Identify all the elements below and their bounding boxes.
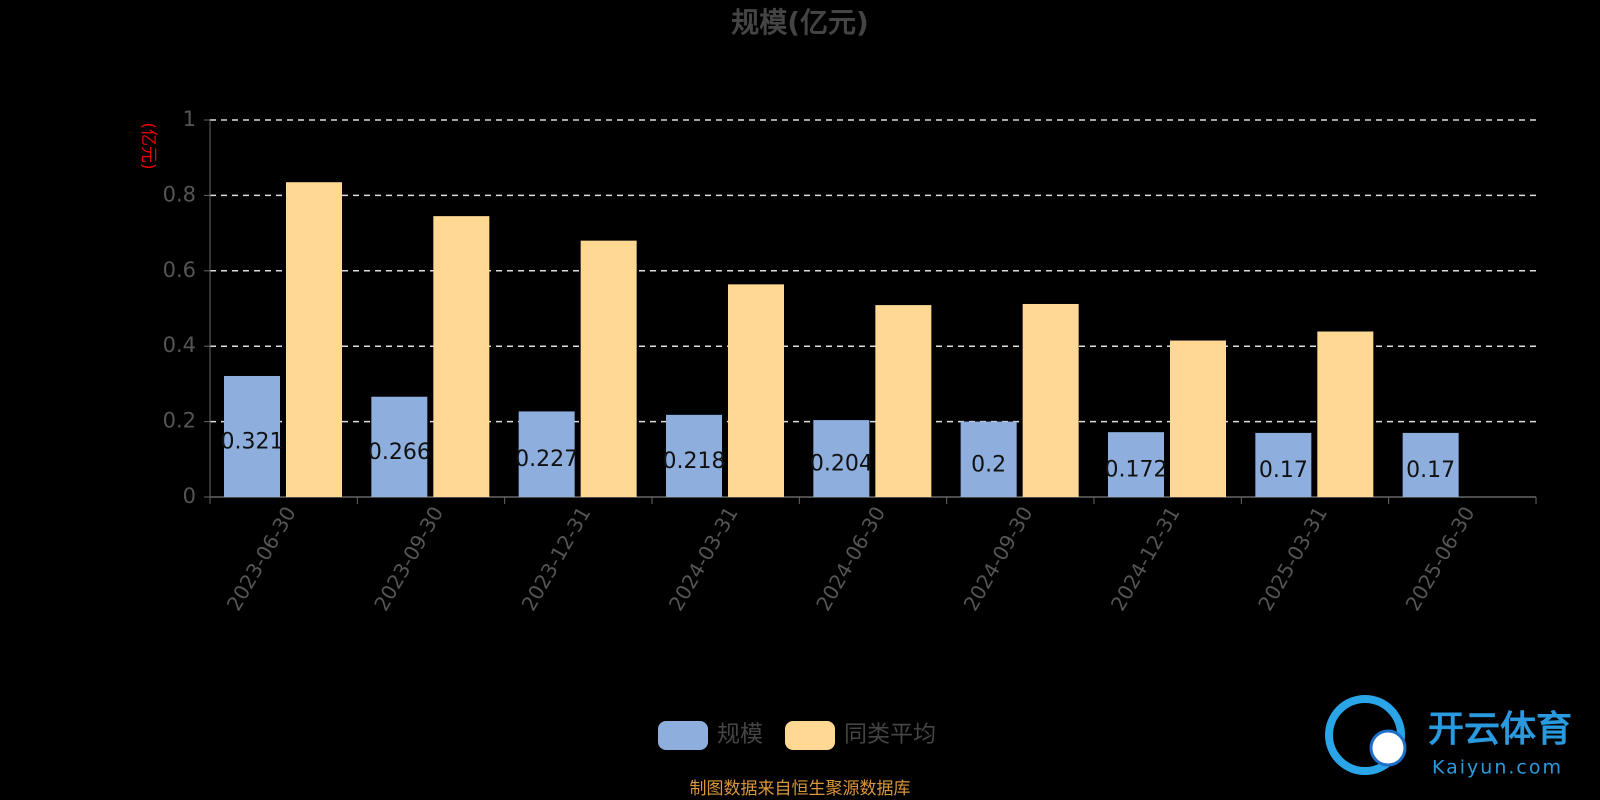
y-tick-label: 1 <box>183 107 196 131</box>
bar <box>1255 432 1312 497</box>
footer: 制图数据来自恒生聚源数据库 <box>690 779 911 799</box>
y-axis-label: (亿元) <box>138 122 158 169</box>
bar <box>224 375 280 497</box>
data-label: 0.218 <box>663 449 726 474</box>
y-tick-label: 0.2 <box>163 409 196 433</box>
bar <box>960 421 1017 497</box>
data-label: 0.2 <box>971 452 1006 477</box>
legend-swatch <box>658 721 708 750</box>
data-label: 0.204 <box>810 452 873 477</box>
bar <box>286 182 342 497</box>
watermark-ball <box>1369 729 1407 767</box>
data-label: 0.17 <box>1406 458 1455 483</box>
y-tick-label: 0.6 <box>163 258 196 282</box>
x-tick-label: 2025-03-31 <box>1253 502 1332 615</box>
bar <box>875 305 932 497</box>
watermark-site: Kaiyun.com <box>1432 757 1563 779</box>
watermark-brand: 开云体育 <box>1428 709 1572 750</box>
bar <box>433 216 490 497</box>
bar <box>728 284 784 497</box>
bar <box>371 396 428 497</box>
data-label: 0.172 <box>1105 458 1168 483</box>
x-tick-label: 2024-03-31 <box>664 502 743 615</box>
bar <box>666 414 722 497</box>
y-tick-label: 0 <box>183 484 196 508</box>
bar <box>1317 331 1374 497</box>
bar <box>1170 340 1226 497</box>
bar <box>580 240 637 497</box>
bar <box>813 420 870 497</box>
x-tick-label: 2023-12-31 <box>517 502 596 615</box>
y-tick-label: 0.4 <box>163 333 196 357</box>
legend-swatch <box>785 721 835 750</box>
y-tick-label: 0.8 <box>163 182 196 206</box>
chart-title: 规模(亿元) <box>731 6 869 39</box>
legend-label: 同类平均 <box>844 722 936 748</box>
watermark: 开云体育 Kaiyun.com <box>1325 695 1572 779</box>
bar <box>518 411 575 497</box>
legend-label: 规模 <box>717 722 763 748</box>
bar <box>1402 432 1459 497</box>
data-label: 0.321 <box>221 429 284 454</box>
x-tick-label: 2024-12-31 <box>1106 502 1185 615</box>
data-label: 0.266 <box>368 440 431 465</box>
x-tick-label: 2023-09-30 <box>369 502 448 615</box>
x-tick-label: 2024-06-30 <box>811 502 890 615</box>
x-tick-label: 2023-06-30 <box>222 502 301 615</box>
x-tick-label: 2025-06-30 <box>1401 502 1480 615</box>
bar <box>1108 432 1164 497</box>
data-label: 0.227 <box>515 447 578 472</box>
x-tick-label: 2024-09-30 <box>959 502 1038 615</box>
data-label: 0.17 <box>1259 458 1308 483</box>
bar <box>1022 303 1079 497</box>
